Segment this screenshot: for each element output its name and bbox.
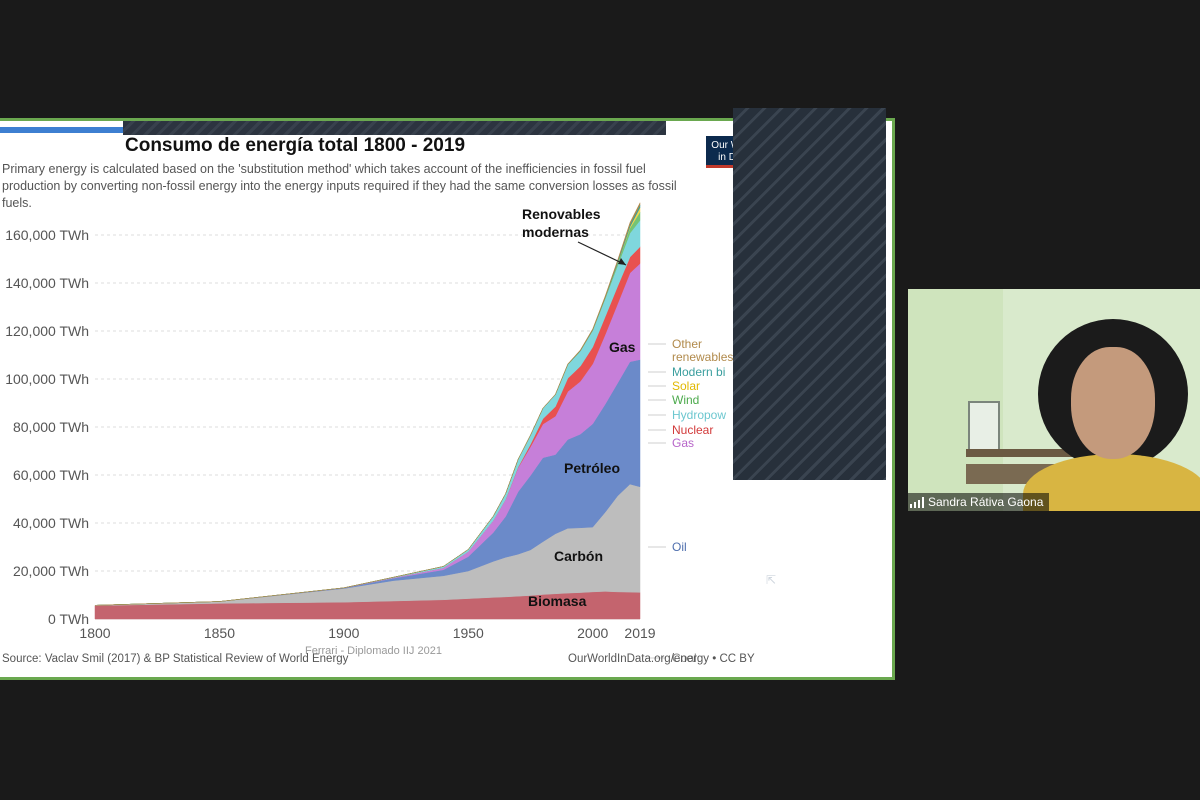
mouse-cursor-icon: ⇱: [766, 573, 777, 587]
legend-label: Modern bi: [672, 365, 725, 379]
y-tick-label: 60,000 TWh: [13, 467, 89, 483]
x-tick-label: 1800: [79, 625, 110, 641]
annotation-gas: Gas: [609, 339, 636, 355]
chart-title: Consumo de energía total 1800 - 2019: [125, 135, 466, 156]
legend-label: Solar: [672, 379, 700, 393]
video-shelf: [966, 449, 1116, 457]
participant-face: [1071, 347, 1155, 459]
slide-watermark: Ferrari - Diplomado IIJ 2021: [305, 645, 442, 657]
annotation-petroleo: Petróleo: [564, 460, 620, 476]
legend-label: Hydropow: [672, 408, 726, 422]
y-tick-label: 100,000 TWh: [5, 371, 89, 387]
legend-label: Wind: [672, 393, 699, 407]
participant-name: Sandra Rátiva Gaona: [928, 495, 1044, 509]
slide-accent-bar: [0, 127, 125, 133]
annotation-renovables-line2: modernas: [522, 224, 589, 240]
area-other-renewables: [94, 202, 641, 606]
legend-label-line2: renewables: [672, 350, 733, 364]
video-monitor: [968, 401, 1000, 453]
y-tick-label: 160,000 TWh: [5, 227, 89, 243]
chart-subtitle: Primary energy is calculated based on th…: [2, 162, 677, 210]
annotation-arrowhead: [618, 258, 626, 265]
annotation-renovables: Renovables: [522, 206, 601, 222]
signal-strength-icon: [910, 497, 924, 509]
legend-label: Gas: [672, 436, 694, 450]
y-tick-label: 80,000 TWh: [13, 419, 89, 435]
legend-label: Other: [672, 337, 702, 351]
chart-source: Source: Vaclav Smil (2017) & BP Statisti…: [2, 653, 349, 665]
annotation-biomasa: Biomasa: [528, 593, 587, 609]
y-tick-label: 120,000 TWh: [5, 323, 89, 339]
participant-body: [1023, 454, 1200, 511]
chart-license: OurWorldInData.org/energy • CC BY: [568, 653, 755, 665]
legend-label: Oil: [672, 540, 687, 554]
x-tick-label: 1900: [328, 625, 359, 641]
y-tick-label: 40,000 TWh: [13, 515, 89, 531]
annotation-carbon: Carbón: [554, 548, 603, 564]
participant-video-tile[interactable]: Sandra Rátiva Gaona: [908, 289, 1200, 511]
slide-header-bar: [123, 121, 666, 135]
x-tick-label: 1850: [204, 625, 235, 641]
y-tick-label: 20,000 TWh: [13, 563, 89, 579]
energy-area-chart: 0 TWh 20,000 TWh 40,000 TWh 60,000 TWh 80,00…: [5, 202, 733, 665]
annotation-arrow: [577, 241, 627, 266]
x-tick-label: 2019: [624, 625, 655, 641]
y-tick-label: 0 TWh: [48, 611, 89, 627]
legend-label: Nuclear: [672, 423, 713, 437]
screen-share-overlay: [733, 108, 886, 480]
y-tick-label: 140,000 TWh: [5, 275, 89, 291]
x-tick-label: 2000: [577, 625, 608, 641]
legend-label: Coal: [672, 651, 697, 665]
x-tick-label: 1950: [453, 625, 484, 641]
participant-name-label: Sandra Rátiva Gaona: [908, 493, 1050, 511]
